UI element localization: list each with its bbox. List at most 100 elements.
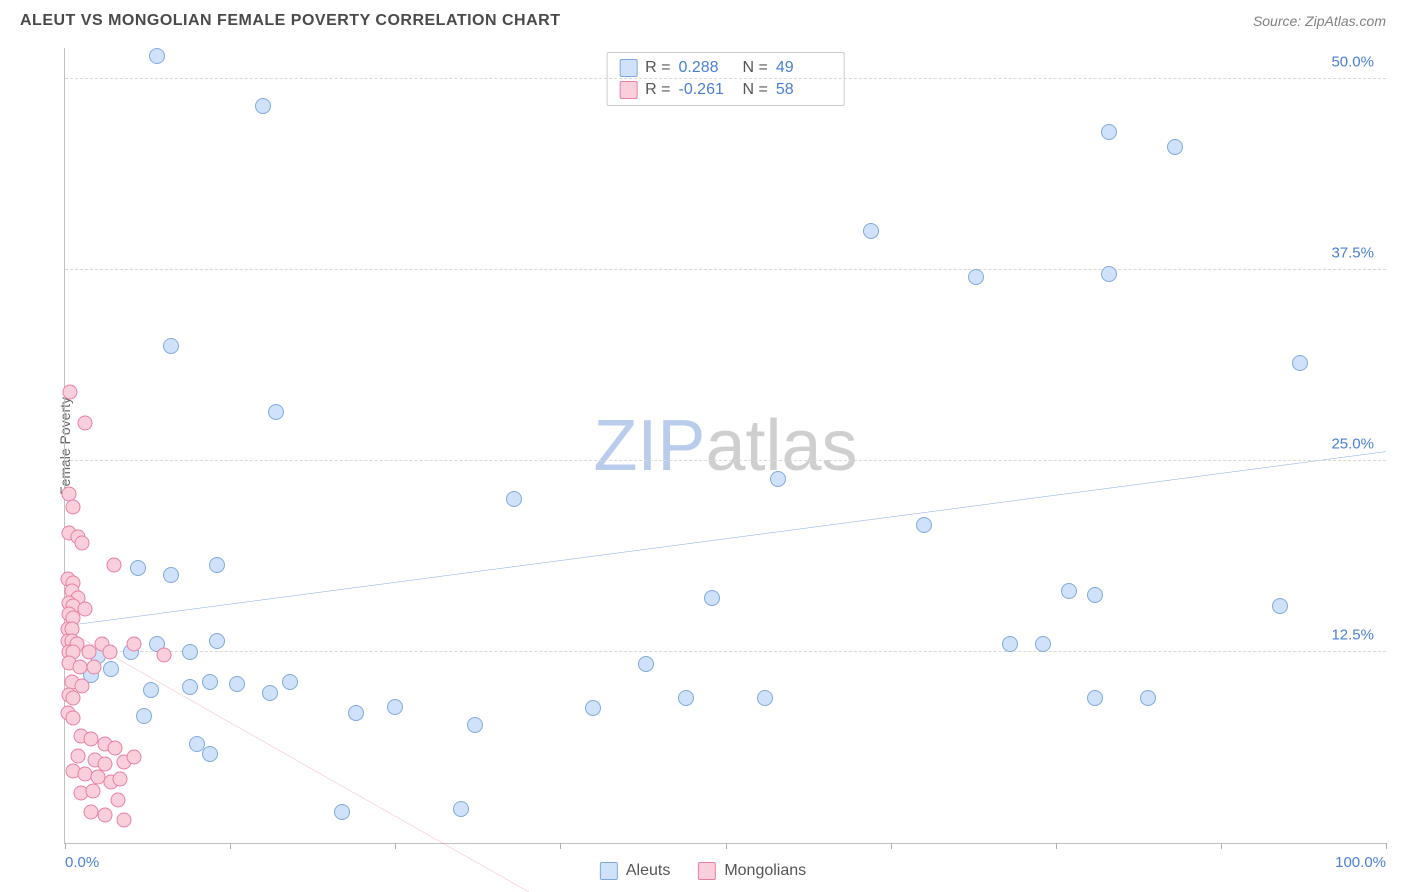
scatter-point xyxy=(126,637,141,652)
trendline xyxy=(65,452,1386,626)
scatter-point xyxy=(678,690,694,706)
scatter-point xyxy=(108,741,123,756)
scatter-point xyxy=(85,784,100,799)
x-tick xyxy=(65,843,66,849)
x-tick xyxy=(1386,843,1387,849)
x-tick xyxy=(395,843,396,849)
n-value-aleuts: 49 xyxy=(776,59,832,77)
y-tick-label: 12.5% xyxy=(1331,626,1374,643)
y-tick-label: 50.0% xyxy=(1331,53,1374,70)
scatter-point xyxy=(585,700,601,716)
scatter-point xyxy=(87,660,102,675)
x-tick xyxy=(230,843,231,849)
scatter-point xyxy=(1087,587,1103,603)
scatter-point xyxy=(757,690,773,706)
scatter-point xyxy=(97,756,112,771)
trendlines-svg xyxy=(65,48,1386,843)
scatter-point xyxy=(106,557,121,572)
x-tick-label-min: 0.0% xyxy=(65,854,99,871)
scatter-point xyxy=(863,223,879,239)
scatter-point xyxy=(229,676,245,692)
scatter-point xyxy=(110,793,125,808)
scatter-point xyxy=(1101,266,1117,282)
scatter-point xyxy=(202,674,218,690)
legend-label-mongolians: Mongolians xyxy=(724,862,806,880)
r-value-mongolians: -0.261 xyxy=(679,81,735,99)
x-tick xyxy=(891,843,892,849)
scatter-point xyxy=(1087,690,1103,706)
scatter-point xyxy=(202,746,218,762)
scatter-point xyxy=(113,771,128,786)
footer-legend: Aleuts Mongolians xyxy=(600,862,806,880)
scatter-point xyxy=(149,48,165,64)
scatter-point xyxy=(1061,583,1077,599)
scatter-point xyxy=(75,536,90,551)
n-value-mongolians: 58 xyxy=(776,81,832,99)
watermark: ZIPatlas xyxy=(593,405,857,487)
gridline-h xyxy=(65,651,1386,652)
scatter-point xyxy=(126,750,141,765)
scatter-point xyxy=(704,590,720,606)
scatter-point xyxy=(282,674,298,690)
scatter-point xyxy=(65,690,80,705)
scatter-point xyxy=(348,705,364,721)
trendline xyxy=(65,629,1386,892)
scatter-point xyxy=(453,801,469,817)
scatter-point xyxy=(182,644,198,660)
x-tick-label-max: 100.0% xyxy=(1335,854,1386,871)
scatter-point xyxy=(163,567,179,583)
swatch-aleuts-footer xyxy=(600,862,618,880)
stats-row-aleuts: R = 0.288 N = 49 xyxy=(619,57,832,79)
scatter-point xyxy=(136,708,152,724)
scatter-point xyxy=(103,661,119,677)
swatch-aleuts xyxy=(619,59,637,77)
scatter-point xyxy=(1167,139,1183,155)
n-label: N = xyxy=(743,59,768,77)
source-label: Source: ZipAtlas.com xyxy=(1253,13,1386,29)
scatter-point xyxy=(1292,355,1308,371)
scatter-point xyxy=(209,633,225,649)
scatter-point xyxy=(71,748,86,763)
n-label: N = xyxy=(743,81,768,99)
scatter-point xyxy=(143,682,159,698)
scatter-point xyxy=(130,560,146,576)
legend-item-mongolians: Mongolians xyxy=(698,862,806,880)
plot-region: ZIPatlas R = 0.288 N = 49 R = -0.261 N =… xyxy=(64,48,1386,844)
r-value-aleuts: 0.288 xyxy=(679,59,735,77)
scatter-point xyxy=(255,98,271,114)
scatter-point xyxy=(968,269,984,285)
scatter-point xyxy=(770,471,786,487)
gridline-h xyxy=(65,269,1386,270)
scatter-point xyxy=(102,644,117,659)
x-tick xyxy=(560,843,561,849)
scatter-point xyxy=(77,415,92,430)
scatter-point xyxy=(387,699,403,715)
scatter-point xyxy=(157,647,172,662)
chart-area: Female Poverty ZIPatlas R = 0.288 N = 49… xyxy=(20,48,1386,844)
scatter-point xyxy=(1101,124,1117,140)
x-tick xyxy=(1221,843,1222,849)
scatter-point xyxy=(268,404,284,420)
scatter-point xyxy=(163,338,179,354)
scatter-point xyxy=(63,385,78,400)
legend-item-aleuts: Aleuts xyxy=(600,862,670,880)
x-tick xyxy=(726,843,727,849)
scatter-point xyxy=(117,813,132,828)
scatter-point xyxy=(506,491,522,507)
x-tick xyxy=(1056,843,1057,849)
scatter-point xyxy=(97,808,112,823)
stats-legend-box: R = 0.288 N = 49 R = -0.261 N = 58 xyxy=(606,52,845,106)
scatter-point xyxy=(262,685,278,701)
y-tick-label: 37.5% xyxy=(1331,244,1374,261)
scatter-point xyxy=(334,804,350,820)
scatter-point xyxy=(182,679,198,695)
scatter-point xyxy=(1002,636,1018,652)
stats-row-mongolians: R = -0.261 N = 58 xyxy=(619,79,832,101)
scatter-point xyxy=(1140,690,1156,706)
r-label: R = xyxy=(645,81,670,99)
gridline-h xyxy=(65,78,1386,79)
chart-title: ALEUT VS MONGOLIAN FEMALE POVERTY CORREL… xyxy=(20,12,560,30)
scatter-point xyxy=(916,517,932,533)
legend-label-aleuts: Aleuts xyxy=(626,862,670,880)
swatch-mongolians xyxy=(619,81,637,99)
